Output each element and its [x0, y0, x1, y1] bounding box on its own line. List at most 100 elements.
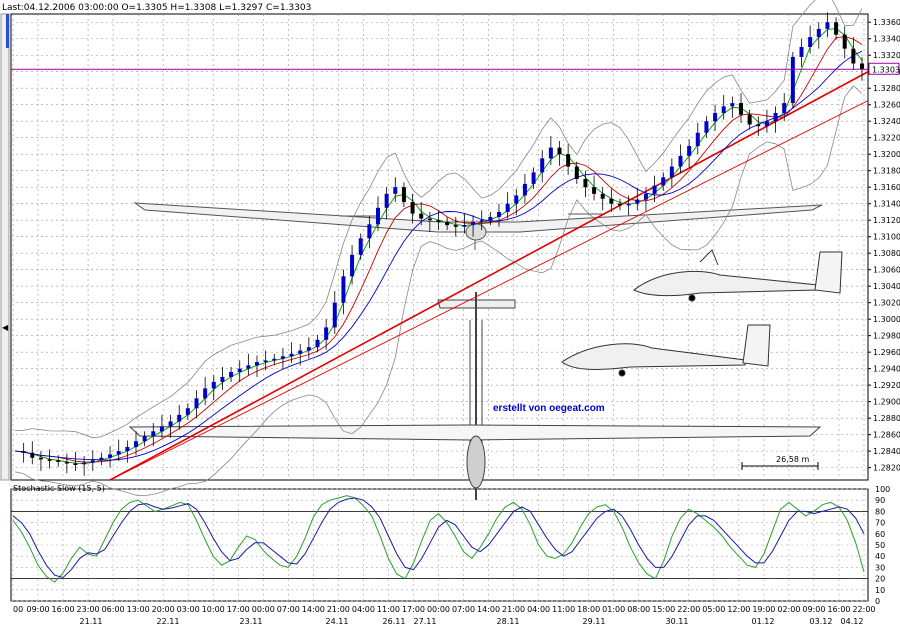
date-label: 29.11 — [583, 617, 606, 626]
x-tick-label: 14:00 — [477, 605, 500, 614]
candle-body — [782, 103, 787, 113]
x-tick-label: 02:00 — [777, 605, 800, 614]
candle-body — [652, 185, 657, 194]
candle-body — [851, 48, 856, 64]
candle-body — [272, 358, 277, 361]
candle-body — [669, 166, 674, 178]
candle-body — [367, 224, 372, 239]
candle-body — [531, 172, 536, 184]
x-tick-label: 00:00 — [427, 605, 450, 614]
oscillator-tick-label: 60 — [875, 530, 885, 539]
y-tick-label: 1.3280 — [873, 84, 900, 93]
candle-body — [30, 452, 35, 458]
date-label: 01.12 — [752, 617, 775, 626]
date-label: 22.11 — [157, 617, 180, 626]
candle-body — [332, 302, 337, 328]
oscillator-tick-label: 100 — [875, 485, 890, 494]
y-tick-label: 1.2880 — [873, 414, 900, 423]
x-tick-label: 16:00 — [827, 605, 850, 614]
candle-body — [695, 132, 700, 146]
glider-profile-top-illustration — [633, 249, 843, 302]
candle-body — [64, 461, 69, 464]
x-tick-label: 16:00 — [52, 605, 75, 614]
candle-body — [229, 371, 234, 377]
candle-body — [21, 451, 26, 453]
oscillator-panel — [10, 488, 869, 602]
x-tick-label: 19:00 — [752, 605, 775, 614]
candle-body — [574, 166, 579, 179]
candle-body — [721, 106, 726, 113]
candle-body — [99, 457, 104, 461]
y-tick-label: 1.3200 — [873, 150, 900, 159]
candle-body — [384, 193, 389, 208]
candle-body — [393, 187, 398, 194]
candle-body — [834, 22, 839, 35]
candle-body — [713, 112, 718, 122]
x-tick-label: 15:00 — [652, 605, 675, 614]
bollinger-bands — [14, 0, 863, 497]
candle-body — [583, 178, 588, 188]
date-label: 03.12 — [810, 617, 833, 626]
x-tick-label: 00:00 — [252, 605, 275, 614]
candlestick-series — [21, 12, 864, 476]
x-tick-label: 06:00 — [102, 605, 125, 614]
y-tick-label: 1.3060 — [873, 266, 900, 275]
candle-body — [108, 454, 113, 458]
stochastic-k-line — [12, 495, 865, 583]
candle-body — [704, 121, 709, 133]
scale-bar: 26,58 m — [741, 455, 819, 470]
x-tick-label: 17:00 — [227, 605, 250, 614]
y-tick-label: 1.3040 — [873, 282, 900, 291]
collapse-arrow-icon[interactable]: ◀ — [2, 323, 9, 332]
candle-body — [799, 46, 804, 57]
candle-body — [609, 198, 614, 204]
date-label: 27.11 — [414, 617, 437, 626]
candle-body — [790, 56, 795, 104]
candle-body — [661, 177, 666, 186]
scroll-handle-left[interactable] — [0, 13, 10, 481]
candle-body — [134, 441, 138, 448]
x-tick-label: 13:00 — [127, 605, 150, 614]
candle-body — [436, 220, 441, 222]
date-label: 24.11 — [326, 617, 349, 626]
candle-body — [842, 34, 847, 49]
date-label: 04.12 — [841, 617, 864, 626]
date-label: 26.11 — [383, 617, 406, 626]
candle-body — [38, 457, 43, 460]
candle-body — [687, 145, 692, 156]
candle-body — [306, 347, 311, 351]
candle-body — [773, 112, 778, 122]
y-tick-label: 1.3260 — [873, 101, 900, 110]
y-tick-label: 1.3220 — [873, 134, 900, 143]
price-axis: 1.33601.33401.33201.33001.32801.32601.32… — [868, 18, 900, 473]
candle-body — [220, 376, 225, 382]
x-tick-label: 00 — [13, 605, 23, 614]
x-tick-label: 18:00 — [577, 605, 600, 614]
trend-line — [109, 100, 869, 481]
date-label: 21.11 — [80, 617, 103, 626]
x-tick-label: 03:00 — [177, 605, 200, 614]
candle-body — [427, 218, 432, 221]
x-tick-label: 04:00 — [527, 605, 550, 614]
candle-body — [350, 254, 355, 277]
candle-body — [592, 187, 597, 194]
candle-body — [643, 193, 648, 200]
candle-body — [825, 22, 830, 29]
candle-body — [626, 203, 631, 206]
trend-line — [109, 71, 869, 481]
x-tick-label: 10:00 — [202, 605, 225, 614]
candle-body — [289, 353, 294, 357]
candle-body — [47, 459, 52, 461]
date-label: 23.11 — [240, 617, 263, 626]
last-price-label: 1.3303 — [872, 65, 900, 74]
candle-body — [453, 225, 458, 227]
x-tick-label: 22:00 — [852, 605, 875, 614]
oscillator-tick-label: 0 — [875, 597, 880, 606]
candle-body — [548, 147, 553, 159]
candle-body — [462, 225, 467, 227]
oscillator-tick-label: 20 — [875, 575, 885, 584]
oscillator-levels — [11, 510, 868, 579]
candle-body — [678, 155, 683, 167]
